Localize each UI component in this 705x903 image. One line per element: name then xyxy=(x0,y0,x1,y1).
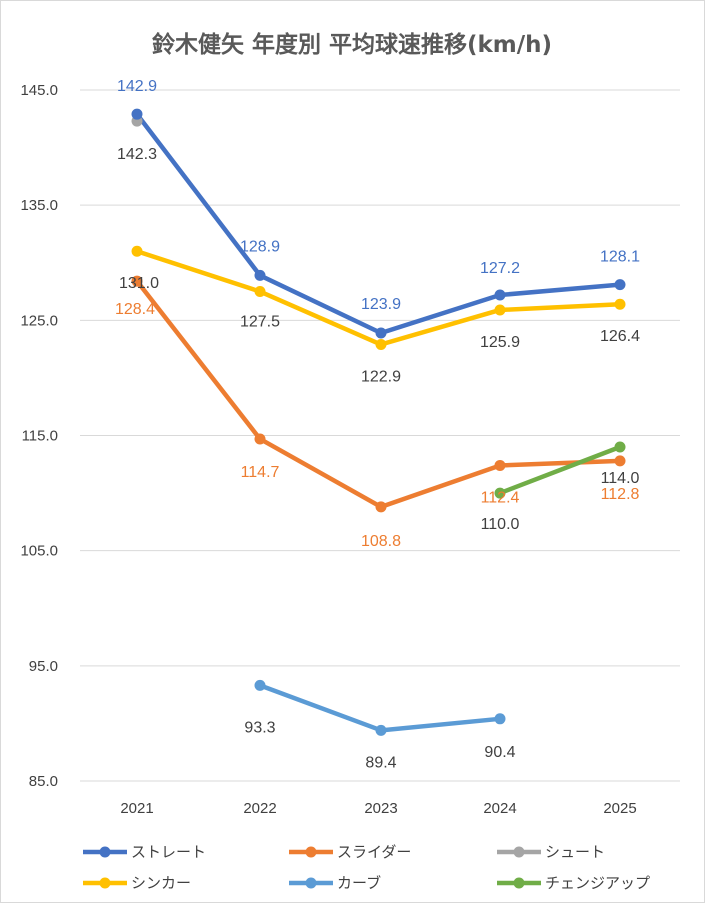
data-label: 110.0 xyxy=(481,516,520,533)
data-labels: 142.9 128.9 123.9 127.2 128.1 128.4 114.7 108.8… xyxy=(115,78,640,771)
legend-label: チェンジアップ xyxy=(545,874,650,892)
legend-item: スライダー xyxy=(289,843,411,861)
data-point xyxy=(254,286,266,298)
data-label: 126.4 xyxy=(600,328,640,345)
data-point xyxy=(494,304,506,316)
data-point xyxy=(375,339,387,351)
legend-label: スライダー xyxy=(337,843,411,861)
data-label: 125.9 xyxy=(480,334,520,351)
data-label: 112.4 xyxy=(481,489,520,506)
legend-item: シンカー xyxy=(83,874,191,892)
legend-marker xyxy=(305,877,317,889)
legend-marker xyxy=(99,877,111,889)
x-tick-label: 2025 xyxy=(603,800,636,817)
legend-item: チェンジアップ xyxy=(497,874,650,892)
legend-marker xyxy=(99,846,111,858)
data-label: 108.8 xyxy=(361,533,401,550)
series-line xyxy=(497,444,623,496)
y-tick-label: 135.0 xyxy=(20,197,58,214)
data-label: 90.4 xyxy=(484,744,515,761)
data-point xyxy=(375,724,387,736)
x-axis-ticks: 2021 2022 2023 2024 2025 xyxy=(120,800,636,817)
data-label: 114.0 xyxy=(601,470,640,487)
data-label: 128.4 xyxy=(115,301,155,318)
data-point xyxy=(131,245,143,257)
data-label: 112.8 xyxy=(601,486,640,503)
gridlines xyxy=(80,89,680,782)
legend-item: シュート xyxy=(497,843,605,861)
data-label: 123.9 xyxy=(361,296,401,313)
x-tick-label: 2021 xyxy=(120,800,153,817)
y-tick-label: 145.0 xyxy=(20,82,58,99)
data-point xyxy=(494,487,506,499)
data-point xyxy=(375,501,387,513)
series-lines xyxy=(134,111,623,733)
data-point xyxy=(614,279,626,291)
data-point xyxy=(254,433,266,445)
data-label: 142.9 xyxy=(117,78,157,95)
y-tick-label: 85.0 xyxy=(29,773,58,790)
x-tick-label: 2024 xyxy=(483,800,516,817)
y-tick-label: 115.0 xyxy=(22,428,58,445)
data-label: 128.9 xyxy=(240,238,280,255)
data-point xyxy=(131,275,143,287)
data-point xyxy=(614,455,626,467)
y-axis-ticks: 85.0 95.0 105.0 115.0 125.0 135.0 145.0 xyxy=(20,82,58,790)
data-point xyxy=(614,298,626,310)
chart-title: 鈴木健矢 年度別 平均球速推移(km/h) xyxy=(152,31,552,58)
data-point xyxy=(131,108,143,120)
data-label: 127.2 xyxy=(480,260,520,277)
legend-marker xyxy=(513,846,525,858)
legend-label: シンカー xyxy=(131,874,191,892)
data-label: 128.1 xyxy=(600,249,640,266)
data-label: 131.0 xyxy=(119,275,159,292)
data-label: 142.3 xyxy=(117,146,157,163)
y-tick-label: 105.0 xyxy=(20,543,58,560)
legend-item: ストレート xyxy=(83,843,206,861)
legend-marker xyxy=(513,877,525,889)
data-point xyxy=(614,441,626,453)
y-tick-label: 95.0 xyxy=(29,658,58,675)
data-label: 122.9 xyxy=(361,369,401,386)
series-points xyxy=(131,108,626,736)
data-point xyxy=(375,327,387,339)
data-point xyxy=(254,269,266,281)
legend-label: カーブ xyxy=(337,874,381,892)
legend-label: ストレート xyxy=(131,843,206,861)
data-label: 93.3 xyxy=(244,719,275,736)
legend-label: シュート xyxy=(545,843,605,861)
x-tick-label: 2022 xyxy=(243,800,276,817)
data-point xyxy=(494,289,506,301)
x-tick-label: 2023 xyxy=(364,800,397,817)
legend-marker xyxy=(305,846,317,858)
legend-item: カーブ xyxy=(289,874,381,892)
data-point xyxy=(494,713,506,725)
data-point xyxy=(494,459,506,471)
data-label: 114.7 xyxy=(241,464,280,481)
y-tick-label: 125.0 xyxy=(20,312,58,329)
data-label: 127.5 xyxy=(240,314,280,331)
series-line xyxy=(257,683,503,733)
data-label: 89.4 xyxy=(365,754,396,771)
data-point xyxy=(254,679,266,691)
